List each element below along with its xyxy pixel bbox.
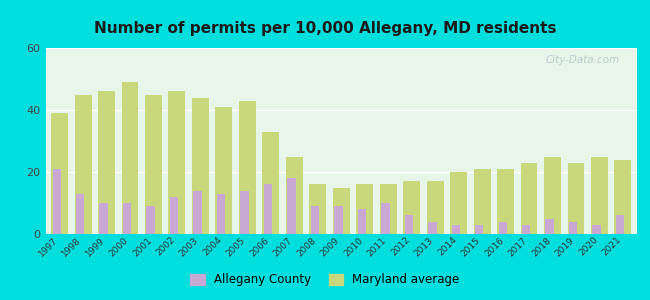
Bar	[311, 206, 319, 234]
Bar	[452, 225, 460, 234]
Bar	[426, 181, 443, 234]
Bar	[51, 113, 68, 234]
Bar	[217, 194, 226, 234]
Bar	[145, 94, 162, 234]
Bar	[287, 178, 296, 234]
Bar	[99, 203, 108, 234]
Bar	[474, 169, 491, 234]
Bar	[309, 184, 326, 234]
Bar	[122, 82, 138, 234]
Bar	[123, 203, 131, 234]
Bar	[569, 222, 577, 234]
Bar	[168, 92, 185, 234]
Bar	[522, 225, 530, 234]
Bar	[450, 172, 467, 234]
Bar	[333, 188, 350, 234]
Bar	[545, 218, 554, 234]
Bar	[381, 203, 389, 234]
Text: City-Data.com: City-Data.com	[545, 56, 619, 65]
Bar	[356, 184, 373, 234]
Bar	[75, 94, 92, 234]
Bar	[194, 190, 202, 234]
Bar	[358, 209, 366, 234]
Bar	[428, 222, 437, 234]
Bar	[286, 157, 303, 234]
Bar	[380, 184, 396, 234]
Bar	[170, 197, 178, 234]
Bar	[592, 225, 601, 234]
Bar	[475, 225, 484, 234]
Bar	[404, 215, 413, 234]
Bar	[264, 184, 272, 234]
Bar	[98, 92, 115, 234]
Bar	[215, 107, 232, 234]
Bar	[403, 181, 420, 234]
Bar	[334, 206, 343, 234]
Bar	[616, 215, 624, 234]
Bar	[497, 169, 514, 234]
Bar	[614, 160, 631, 234]
Bar	[146, 206, 155, 234]
Text: Number of permits per 10,000 Allegany, MD residents: Number of permits per 10,000 Allegany, M…	[94, 21, 556, 36]
Bar	[263, 132, 280, 234]
Bar	[591, 157, 608, 234]
Bar	[544, 157, 561, 234]
Bar	[521, 163, 538, 234]
Bar	[192, 98, 209, 234]
Bar	[53, 169, 61, 234]
Bar	[240, 190, 249, 234]
Bar	[76, 194, 85, 234]
Bar	[567, 163, 584, 234]
Bar	[239, 101, 256, 234]
Bar	[499, 222, 507, 234]
Legend: Allegany County, Maryland average: Allegany County, Maryland average	[186, 269, 464, 291]
